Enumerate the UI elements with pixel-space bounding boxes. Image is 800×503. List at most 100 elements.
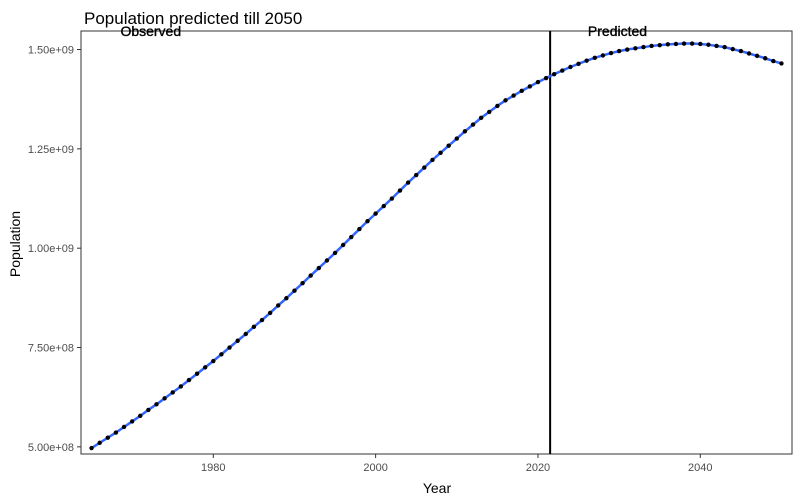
data-point	[470, 122, 476, 127]
data-point	[754, 53, 760, 59]
y-tick-label: 5.00e+08	[28, 442, 74, 454]
data-point	[649, 43, 654, 49]
plot-panel	[80, 30, 793, 455]
data-point	[170, 390, 175, 395]
data-point	[576, 61, 581, 67]
data-point	[551, 71, 557, 77]
data-point	[373, 211, 378, 216]
data-point	[641, 44, 646, 50]
data-point	[251, 324, 257, 330]
data-point	[763, 56, 768, 61]
data-point	[527, 84, 533, 89]
data-point	[154, 402, 159, 407]
data-point	[681, 41, 687, 46]
data-point	[568, 64, 573, 70]
data-point	[332, 250, 338, 256]
x-axis: 1980 2000 2020 2040	[201, 454, 713, 474]
data-point	[267, 310, 273, 316]
data-point	[186, 377, 192, 383]
data-point	[771, 58, 776, 64]
data-point	[202, 365, 208, 370]
data-point	[665, 42, 671, 47]
data-point	[698, 41, 703, 47]
data-point	[495, 103, 500, 109]
x-axis-title: Year	[423, 480, 452, 496]
data-points	[89, 41, 784, 451]
data-point	[389, 196, 395, 201]
data-point	[105, 435, 110, 440]
data-point	[430, 157, 435, 163]
data-point	[600, 53, 606, 58]
data-point	[746, 51, 752, 56]
data-point	[462, 129, 468, 134]
data-point	[405, 180, 411, 185]
data-point	[438, 150, 443, 156]
data-point	[625, 47, 630, 52]
data-point	[292, 288, 297, 293]
data-point	[146, 407, 151, 413]
data-point	[722, 44, 727, 50]
y-axis: 5.00e+08 7.50e+08 1.00e+09 1.25e+09 1.50e+09	[28, 45, 81, 454]
data-point	[259, 317, 265, 323]
data-point	[365, 218, 370, 224]
y-tick-label: 1.00e+09	[28, 243, 74, 255]
data-point	[397, 188, 403, 193]
data-point	[300, 280, 305, 286]
data-point	[340, 242, 346, 248]
data-point	[673, 41, 679, 47]
data-point	[316, 265, 322, 271]
data-point	[519, 88, 524, 94]
data-point	[324, 258, 330, 263]
data-point	[243, 331, 248, 337]
data-point	[138, 413, 143, 419]
data-point	[560, 68, 565, 73]
data-point	[349, 234, 354, 240]
data-point	[357, 226, 362, 232]
data-point	[511, 93, 516, 98]
data-point	[194, 371, 200, 376]
data-point	[503, 98, 508, 103]
data-point	[276, 303, 281, 308]
data-point	[97, 440, 102, 446]
data-point	[706, 42, 711, 47]
data-point	[235, 338, 240, 343]
data-point	[633, 46, 638, 51]
x-tick-label: 2020	[526, 462, 550, 474]
y-tick-label: 1.25e+09	[28, 144, 74, 156]
data-point	[284, 296, 289, 301]
data-point	[454, 136, 459, 141]
y-tick-label: 7.50e+08	[28, 343, 74, 355]
data-point	[714, 43, 719, 49]
y-tick-label: 1.50e+09	[28, 45, 74, 57]
annotation-label: Observed	[120, 23, 181, 39]
chart-title: Population predicted till 2050	[84, 9, 302, 28]
data-point	[608, 50, 614, 56]
data-point	[219, 352, 224, 357]
data-point	[689, 41, 695, 46]
data-point	[178, 384, 184, 389]
data-point	[738, 48, 744, 54]
data-point	[592, 55, 597, 61]
data-point	[616, 48, 622, 54]
x-tick-label: 2040	[688, 462, 712, 474]
data-point	[730, 46, 735, 52]
data-point	[162, 396, 167, 401]
data-point	[121, 424, 127, 430]
annotation-label: Predicted	[588, 23, 647, 39]
x-tick-label: 2000	[363, 462, 387, 474]
data-point	[308, 273, 313, 278]
data-point	[478, 115, 484, 121]
data-point	[414, 172, 419, 178]
data-point	[446, 143, 451, 148]
data-point	[422, 165, 427, 170]
data-point	[89, 445, 94, 451]
data-point	[779, 61, 784, 66]
data-point	[381, 203, 386, 209]
data-point	[487, 109, 492, 115]
data-point	[584, 58, 589, 63]
data-point	[211, 358, 216, 364]
data-point	[535, 79, 541, 85]
data-point	[113, 430, 119, 435]
data-point	[129, 419, 135, 424]
